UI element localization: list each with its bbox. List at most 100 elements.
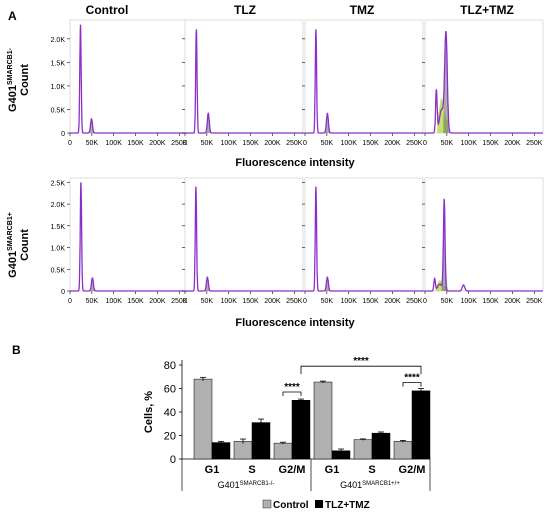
x-tick-label: 250K bbox=[526, 140, 543, 147]
y-tick-label: 0.5K bbox=[51, 267, 66, 274]
bar-control bbox=[193, 378, 213, 460]
histogram-frame bbox=[184, 177, 304, 292]
category-label: G1 bbox=[205, 464, 220, 476]
x-tick-label: 100K bbox=[461, 140, 478, 147]
histogram-curve bbox=[425, 30, 543, 134]
histogram-1-4: 0 50K 100K 150K 200K 250K bbox=[422, 19, 544, 147]
x-tick-label: 0 bbox=[303, 298, 307, 305]
significance-label: **** bbox=[284, 382, 300, 393]
histogram-1-2: 0 50K 100K 150K 200K 250K bbox=[182, 19, 304, 147]
x-tick-label: 100K bbox=[221, 140, 238, 147]
x-tick-label: 50K bbox=[86, 298, 99, 305]
x-tick-label: 200K bbox=[384, 140, 401, 147]
significance-bracket-line bbox=[402, 382, 422, 387]
y-tick-label: 1.5K bbox=[51, 224, 66, 231]
x-tick-label: 250K bbox=[406, 140, 423, 147]
row-1-count-label: Count bbox=[19, 64, 31, 96]
histogram-frame bbox=[184, 19, 304, 134]
row-1-xlabel: Fluorescence intensity bbox=[235, 157, 355, 169]
x-tick-label: 200K bbox=[149, 298, 166, 305]
x-tick-label: 0 bbox=[68, 140, 72, 147]
x-tick-label: 50K bbox=[321, 140, 334, 147]
histogram-curve bbox=[425, 198, 543, 292]
column-headers: Control TLZ TMZ TLZ+TMZ bbox=[86, 3, 514, 17]
panel-a-label: A bbox=[8, 9, 17, 23]
bar-tlz-tmz bbox=[211, 442, 231, 460]
x-tick-label: 100K bbox=[106, 140, 123, 147]
panel-b-label: B bbox=[12, 343, 21, 357]
x-tick-label: 150K bbox=[242, 140, 259, 147]
x-tick-label: 150K bbox=[127, 140, 144, 147]
x-tick-label: 150K bbox=[242, 298, 259, 305]
x-tick-label: 150K bbox=[482, 140, 499, 147]
category-label: S bbox=[248, 464, 255, 476]
category-label: G2/M bbox=[399, 464, 426, 476]
svg-text:G401SMARCB1-: G401SMARCB1- bbox=[7, 47, 19, 112]
bar-control bbox=[313, 381, 333, 460]
x-tick-label: 200K bbox=[504, 140, 521, 147]
bar-control bbox=[353, 439, 373, 460]
histogram-2-4: 0 50K 100K 150K 200K 250K bbox=[422, 177, 544, 305]
histogram-2-2: 0 50K 100K 150K 200K 250K bbox=[182, 177, 304, 305]
y-tick-label: 2.0K bbox=[51, 37, 66, 44]
group-label: G401SMARCB1-/- bbox=[218, 480, 275, 490]
significance-bracket-line bbox=[282, 391, 302, 397]
histogram-curve bbox=[185, 29, 303, 134]
x-tick-label: 250K bbox=[406, 298, 423, 305]
row-2-xlabel: Fluorescence intensity bbox=[235, 317, 355, 329]
x-tick-label: 50K bbox=[321, 298, 334, 305]
row-label-2-line: G401 bbox=[7, 251, 19, 278]
legend: Control TLZ+TMZ bbox=[262, 499, 370, 511]
y-tick-label: 1.5K bbox=[51, 60, 66, 67]
histogram-frame bbox=[304, 177, 424, 292]
group-name: G401 bbox=[340, 480, 362, 490]
y-tick-label: 1.0K bbox=[51, 246, 66, 253]
histogram-curve bbox=[185, 186, 303, 292]
row-label-1-superscript: SMARCB1- bbox=[7, 47, 14, 85]
x-tick-label: 150K bbox=[127, 298, 144, 305]
y-tick-label: 60 bbox=[164, 384, 176, 396]
x-tick-label: 50K bbox=[86, 140, 99, 147]
x-tick-label: 100K bbox=[221, 298, 238, 305]
x-tick-label: 0 bbox=[303, 140, 307, 147]
y-tick-label: 0 bbox=[170, 454, 176, 466]
x-tick-label: 200K bbox=[149, 140, 166, 147]
row-2-count-label: Count bbox=[19, 229, 31, 261]
significance-g2m-smarcb1-plus: **** bbox=[402, 373, 422, 387]
x-tick-label: 0 bbox=[423, 140, 427, 147]
significance-bracket-line bbox=[300, 365, 422, 375]
histogram-2-3: 0 50K 100K 150K 200K 250K bbox=[302, 177, 424, 305]
group-name: G401 bbox=[218, 480, 240, 490]
legend-label-control: Control bbox=[273, 500, 309, 511]
bar-control bbox=[273, 442, 293, 460]
histogram-curve bbox=[70, 24, 188, 134]
row-label-1-line: G401 bbox=[7, 85, 19, 112]
histogram-2-1: 0 0.5K 1.0K 1.5K 2.0K 2.5K 0 50K 100K 150K 200K 250… bbox=[51, 177, 189, 305]
column-header-tlz: TLZ bbox=[234, 3, 256, 17]
x-tick-label: 50K bbox=[201, 298, 214, 305]
legend-swatch-tlz-tmz bbox=[315, 500, 323, 508]
svg-text:G401SMARCB1+: G401SMARCB1+ bbox=[7, 212, 19, 278]
y-tick-label: 80 bbox=[164, 360, 176, 372]
x-tick-label: 150K bbox=[482, 298, 499, 305]
column-header-tmz: TMZ bbox=[350, 3, 375, 17]
row-label-2: G401SMARCB1+ bbox=[7, 212, 19, 278]
group-label: G401SMARCB1+/+ bbox=[340, 480, 400, 490]
x-tick-label: 50K bbox=[441, 140, 454, 147]
x-tick-label: 250K bbox=[286, 140, 303, 147]
x-tick-label: 200K bbox=[504, 298, 521, 305]
x-tick-label: 250K bbox=[171, 140, 188, 147]
category-label: G2/M bbox=[279, 464, 306, 476]
histogram-curve bbox=[305, 29, 423, 134]
significance-g2m-smarcb1-minus: **** bbox=[282, 382, 302, 397]
histogram-frame bbox=[304, 19, 424, 134]
significance-label: **** bbox=[404, 373, 420, 384]
x-tick-label: 0 bbox=[183, 298, 187, 305]
bar-control bbox=[233, 441, 253, 460]
row-label-1: G401SMARCB1- bbox=[7, 47, 19, 112]
x-tick-label: 0 bbox=[423, 298, 427, 305]
y-tick-label: 2.5K bbox=[51, 180, 66, 187]
x-tick-label: 50K bbox=[441, 298, 454, 305]
